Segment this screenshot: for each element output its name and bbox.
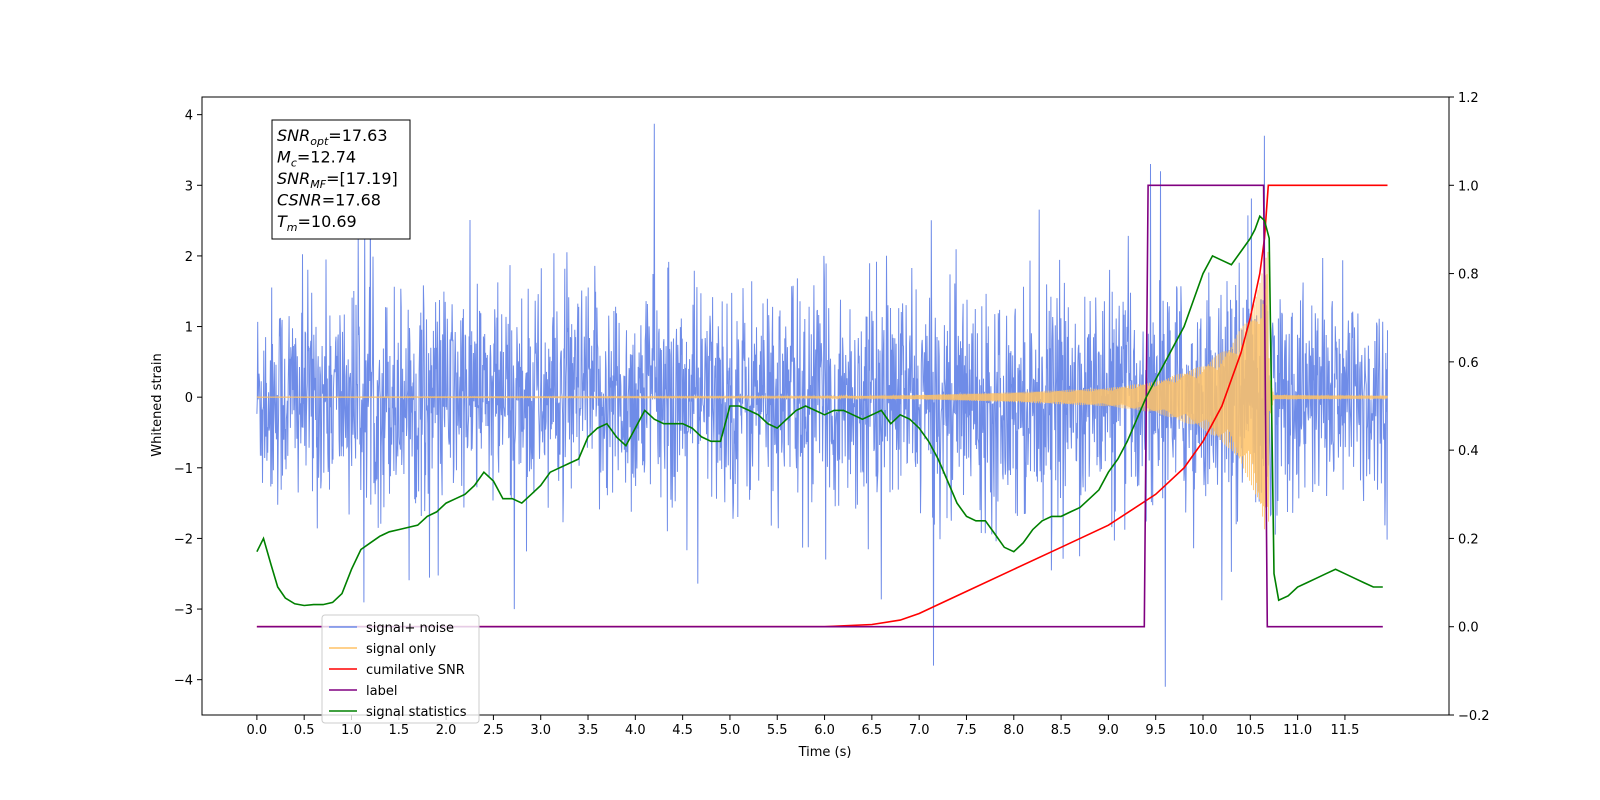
y2-tick-label: 1.0 xyxy=(1458,179,1479,194)
x-tick-label: 4.5 xyxy=(672,723,693,738)
y-axis-left: 4 3 2 1 0 −1 −2 −3 −4 xyxy=(174,109,202,689)
x-tick-label: 3.5 xyxy=(578,723,599,738)
annotation-value: =10.69 xyxy=(298,212,357,231)
legend: signal+ noise signal only cumilative SNR la… xyxy=(321,614,480,724)
x-tick-label: 10.0 xyxy=(1189,723,1218,738)
x-tick-label: 2.0 xyxy=(436,723,457,738)
x-tick-label: 2.5 xyxy=(483,723,504,738)
y-tick-label: 2 xyxy=(185,250,193,265)
y-axis-right: 1.2 1.0 0.8 0.6 0.4 0.2 0.0 −0.2 xyxy=(1449,91,1490,724)
annotation-subscript: m xyxy=(287,221,298,234)
y2-tick-label: 0.8 xyxy=(1458,268,1479,283)
legend-label: label xyxy=(366,684,397,699)
annotation-symbol: SNR xyxy=(277,169,310,188)
series-cumulative-snr xyxy=(256,184,1388,628)
annotation-line: Tm=10.69 xyxy=(277,212,357,234)
x-tick-label: 3.0 xyxy=(530,723,551,738)
annotation-value: =[17.19] xyxy=(326,169,398,188)
annotation-symbol: M xyxy=(277,148,291,167)
y2-tick-label: 0.6 xyxy=(1458,356,1479,371)
x-tick-label: 0.5 xyxy=(294,723,315,738)
x-tick-label: 6.5 xyxy=(862,723,883,738)
legend-label: signal+ noise xyxy=(366,621,454,636)
y2-tick-label: 0.2 xyxy=(1458,532,1479,547)
x-tick-label: 7.5 xyxy=(956,723,977,738)
series-signal-only xyxy=(256,251,1388,542)
y2-tick-label: 0.0 xyxy=(1458,621,1479,636)
y-axis-label: Whitened strain xyxy=(150,353,165,456)
plot-area xyxy=(256,123,1388,687)
x-axis-label: Time (s) xyxy=(798,745,852,760)
x-tick-label: 9.0 xyxy=(1098,723,1119,738)
y-tick-label: 1 xyxy=(185,321,193,336)
annotation-line: Mc=12.74 xyxy=(277,148,356,170)
annotation-symbol: SNR xyxy=(277,126,310,145)
annotation-subscript: MF xyxy=(310,178,326,191)
x-tick-label: 8.5 xyxy=(1051,723,1072,738)
y-tick-label: −1 xyxy=(174,462,193,477)
annotation-value: =17.63 xyxy=(328,126,387,145)
y-tick-label: −4 xyxy=(174,674,193,689)
x-tick-label: 6.0 xyxy=(814,723,835,738)
annotation-value: =17.68 xyxy=(322,191,381,210)
legend-label: signal statistics xyxy=(366,705,467,720)
annotation-box: SNRopt=17.63Mc=12.74SNRMF=[17.19]CSNR=17… xyxy=(271,119,411,240)
annotation-subscript: c xyxy=(291,157,297,170)
series-label xyxy=(256,184,1383,628)
x-tick-label: 10.5 xyxy=(1236,723,1265,738)
y2-tick-label: 1.2 xyxy=(1458,91,1479,106)
annotation-symbol: CSNR xyxy=(277,191,322,210)
x-tick-label: 0.0 xyxy=(247,723,268,738)
legend-frame xyxy=(321,614,480,724)
annotation-line: CSNR=17.68 xyxy=(277,191,381,210)
y-tick-label: 3 xyxy=(185,179,193,194)
x-tick-label: 1.0 xyxy=(341,723,362,738)
y2-tick-label: −0.2 xyxy=(1458,709,1490,724)
annotation-line: SNRMF=[17.19] xyxy=(277,169,398,191)
y-tick-label: 0 xyxy=(185,391,193,406)
y-tick-label: −3 xyxy=(174,603,193,618)
y2-tick-label: 0.4 xyxy=(1458,444,1479,459)
x-tick-label: 9.5 xyxy=(1145,723,1166,738)
x-tick-label: 1.5 xyxy=(388,723,409,738)
x-tick-label: 5.0 xyxy=(720,723,741,738)
annotation-line: SNRopt=17.63 xyxy=(277,126,388,148)
y-tick-label: 4 xyxy=(185,109,193,124)
x-tick-label: 5.5 xyxy=(767,723,788,738)
x-tick-label: 4.0 xyxy=(625,723,646,738)
annotation-frame xyxy=(271,119,411,240)
x-axis: 0.0 0.5 1.0 1.5 2.0 2.5 3.0 3.5 4.0 4.5 5.0 5.5 6.0 6… xyxy=(247,715,1359,738)
legend-label: cumilative SNR xyxy=(366,663,465,678)
x-tick-label: 11.5 xyxy=(1330,723,1359,738)
x-tick-label: 11.0 xyxy=(1283,723,1312,738)
x-tick-label: 7.0 xyxy=(909,723,930,738)
annotation-value: =12.74 xyxy=(297,148,356,167)
series-signal-statistics xyxy=(256,214,1383,607)
legend-label: signal only xyxy=(366,642,436,657)
y-tick-label: −2 xyxy=(174,532,193,547)
annotation-symbol: T xyxy=(277,212,288,231)
x-tick-label: 8.0 xyxy=(1003,723,1024,738)
annotation-subscript: opt xyxy=(310,135,329,148)
axes-frame xyxy=(201,96,1450,716)
